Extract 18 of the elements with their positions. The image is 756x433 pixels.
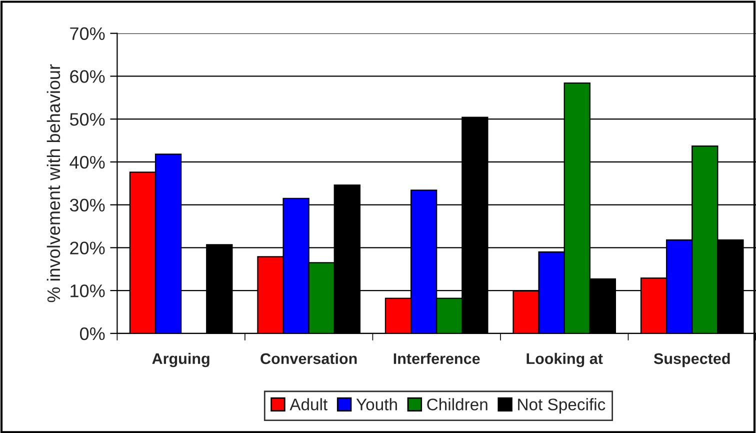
x-tick-label: Arguing [152,352,210,368]
y-axis-title: % involvement with behaviour [46,64,60,302]
y-tick-label: 40% [70,156,105,169]
x-tick-label: Looking at [526,352,603,368]
y-tick-label: 70% [70,27,105,40]
legend-label: Children [427,398,488,410]
y-tick-label: 30% [70,198,105,212]
y-tick-label: 20% [70,242,105,254]
y-tick-label: 10% [70,284,105,298]
x-tick-label: Interference [394,352,480,364]
legend-label: Adult [290,398,328,410]
legend-label: Not Specific [518,398,606,414]
x-tick-label: Conversation [260,352,357,364]
y-tick-label: 60% [70,70,105,83]
x-tick-label: Suspected [654,352,730,368]
y-tick-label: 50% [70,113,105,126]
legend-label: Youth [356,398,397,410]
y-tick-label: 0% [80,327,105,340]
